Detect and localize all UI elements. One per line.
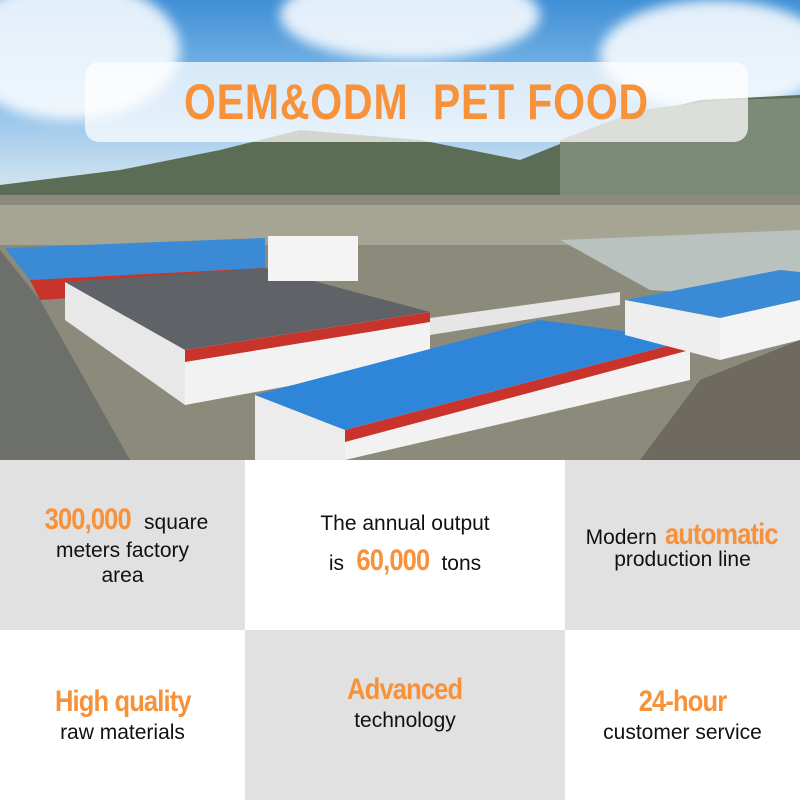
warehouse-blue-right (625, 270, 800, 360)
highlight: 24-hour (638, 685, 727, 719)
feature-automatic-line: Modern automatic production line (565, 460, 800, 630)
office-building (268, 236, 358, 281)
text: is (328, 551, 350, 575)
feature-advanced-technology: Advanced technology (245, 630, 565, 800)
highlight: 300,000 (44, 502, 131, 536)
banner-title: OEM&ODM PET FOOD (184, 74, 649, 130)
text: tons (435, 551, 482, 575)
highlight: 60,000 (356, 543, 430, 577)
text: technology (354, 709, 456, 732)
text: area (101, 564, 144, 587)
title-banner: OEM&ODM PET FOOD (85, 62, 748, 142)
highlight: automatic (664, 518, 779, 552)
highlight: Advanced (347, 673, 463, 706)
landscape (0, 95, 800, 460)
warehouse-grey (65, 268, 430, 405)
text: production line (614, 548, 751, 572)
text: Modern (585, 526, 663, 550)
text: The annual output (320, 512, 490, 536)
feature-customer-service: 24-hour customer service (565, 630, 800, 800)
text: square (138, 510, 209, 534)
feature-factory-area: 300,000 square meters factory area (0, 460, 245, 630)
warehouse-blue-center (255, 320, 690, 460)
feature-quality-materials: High quality raw materials (0, 630, 245, 800)
factory-aerial-photo: OEM&ODM PET FOOD (0, 0, 800, 460)
text: customer service (603, 721, 762, 745)
text: raw materials (60, 721, 185, 745)
text: meters factory (55, 538, 190, 562)
feature-annual-output: The annual output is 60,000 tons (245, 460, 565, 630)
highlight: High quality (54, 685, 192, 719)
